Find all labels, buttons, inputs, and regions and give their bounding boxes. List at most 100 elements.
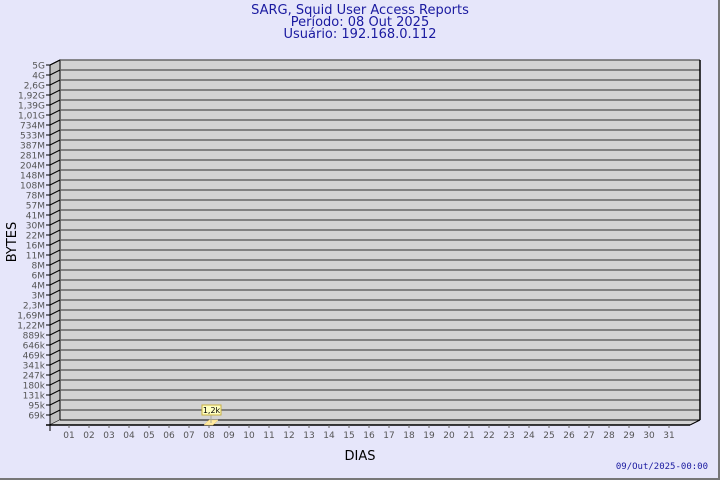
x-tick-label-02: 02 [83, 431, 94, 441]
y-tick-label: 1,92G [18, 92, 45, 102]
y-tick-label: 247k [23, 372, 46, 382]
y-tick-diag [49, 209, 61, 216]
y-tick-label: 4M [32, 282, 46, 292]
y-tick-label: 78M [26, 192, 45, 202]
chart-user: Usuário: 192.168.0.112 [283, 27, 437, 42]
y-tick-diag [49, 339, 61, 346]
x-tick-label-19: 19 [423, 431, 435, 441]
y-tick-label: 69k [28, 412, 45, 422]
y-tick-diag [49, 119, 61, 126]
y-tick-diag [49, 369, 61, 376]
x-tick-label-10: 10 [243, 431, 255, 441]
y-tick-label: 1,01G [18, 112, 45, 122]
y-tick-label: 2,3M [23, 302, 45, 312]
y-tick-diag [49, 259, 61, 266]
x-tick-label-26: 26 [563, 431, 575, 441]
x-tick-label-01: 01 [63, 431, 74, 441]
x-tick-label-12: 12 [283, 431, 294, 441]
y-tick-diag [49, 109, 61, 116]
y-tick-label: 469k [23, 352, 46, 362]
x-tick-label-28: 28 [603, 431, 615, 441]
y-tick-diag [49, 99, 61, 106]
x-tick-label-08: 08 [203, 431, 215, 441]
y-tick-label: 646k [23, 342, 46, 352]
y-tick-label: 1,39G [18, 102, 45, 112]
y-tick-diag [49, 139, 61, 146]
y-tick-diag [49, 379, 61, 386]
x-tick-label-14: 14 [323, 431, 335, 441]
y-tick-label: 1,69M [17, 312, 45, 322]
y-tick-diag [49, 149, 61, 156]
y-tick-label: 387M [20, 142, 45, 152]
x-tick-label-20: 20 [443, 431, 455, 441]
y-tick-label: 41M [26, 212, 45, 222]
x-tick-label-13: 13 [303, 431, 314, 441]
x-tick-label-04: 04 [123, 431, 135, 441]
y-tick-diag [49, 219, 61, 226]
y-tick-diag [49, 179, 61, 186]
x-axis-label: DIAS [345, 449, 376, 464]
y-tick-diag [49, 89, 61, 96]
y-tick-label: 131k [23, 392, 46, 402]
y-tick-label: 30M [26, 222, 45, 232]
y-tick-label: 5G [32, 62, 45, 72]
y-tick-diag [49, 199, 61, 206]
x-tick-label-06: 06 [163, 431, 175, 441]
y-tick-label: 889k [23, 332, 46, 342]
bar-label-box [201, 404, 222, 416]
y-tick-diag [49, 409, 61, 416]
x-tick-label-25: 25 [543, 431, 554, 441]
y-tick-diag [49, 129, 61, 136]
y-tick-diag [49, 79, 61, 86]
y-tick-label: 180k [23, 382, 46, 392]
x-tick-label-16: 16 [363, 431, 375, 441]
x-tick-label-17: 17 [383, 431, 394, 441]
y-tick-diag [49, 249, 61, 256]
y-tick-label: 2,6G [24, 82, 45, 92]
y-tick-label: 95k [28, 402, 45, 412]
y-tick-label: 108M [20, 182, 45, 192]
bar-label: 1,2k [203, 406, 221, 415]
x-tick-label-11: 11 [263, 431, 274, 441]
x-tick-label-30: 30 [643, 431, 655, 441]
chart-period: Período: 08 Out 2025 [290, 15, 430, 30]
x-tick-label-21: 21 [463, 431, 474, 441]
y-tick-label: 6M [32, 272, 46, 282]
y-tick-diag [49, 69, 61, 76]
y-tick-label: 1,22M [17, 322, 45, 332]
x-tick-label-29: 29 [623, 431, 635, 441]
y-tick-label: 341k [23, 362, 46, 372]
x-tick-label-15: 15 [343, 431, 354, 441]
x-tick-label-05: 05 [143, 431, 154, 441]
chart-title: SARG, Squid User Access Reports [251, 3, 469, 18]
y-tick-diag [49, 279, 61, 286]
x-tick-label-18: 18 [403, 431, 415, 441]
y-tick-diag [49, 189, 61, 196]
x-tick-label-09: 09 [223, 431, 235, 441]
y-tick-label: 281M [20, 152, 45, 162]
y-tick-label: 734M [20, 122, 45, 132]
y-tick-label: 16M [26, 242, 45, 252]
y-tick-label: 11M [26, 252, 45, 262]
x-tick-label-24: 24 [523, 431, 535, 441]
y-tick-diag [49, 229, 61, 236]
y-tick-diag [49, 239, 61, 246]
y-tick-diag [49, 319, 61, 326]
y-tick-diag [49, 59, 61, 66]
y-axis-label: BYTES [5, 222, 20, 263]
y-tick-diag [49, 359, 61, 366]
x-tick-label-23: 23 [503, 431, 514, 441]
y-tick-label: 57M [26, 202, 45, 212]
x-tick-label-03: 03 [103, 431, 114, 441]
y-tick-diag [49, 269, 61, 276]
y-tick-label: 148M [20, 172, 45, 182]
footer-timestamp: 09/Out/2025-00:00 [616, 462, 708, 472]
y-tick-label: 3M [32, 292, 46, 302]
x-tick-label-27: 27 [583, 431, 594, 441]
y-tick-diag [49, 349, 61, 356]
x-tick-label-22: 22 [483, 431, 494, 441]
y-tick-diag [49, 309, 61, 316]
x-tick-label-31: 31 [663, 431, 674, 441]
